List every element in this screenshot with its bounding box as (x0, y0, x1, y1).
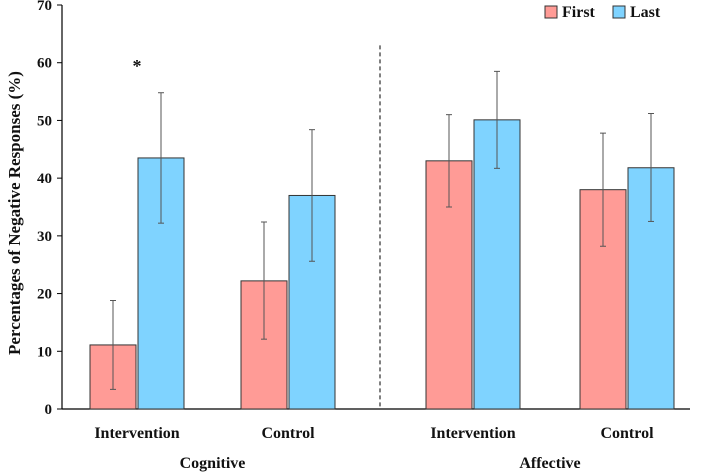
x-axis-labels: Intervention Control Intervention Control Co… (94, 425, 654, 472)
legend-label: Last (630, 4, 661, 21)
group-label: Affective (519, 455, 580, 472)
y-tick-label: 40 (37, 171, 52, 187)
y-tick-label: 70 (37, 0, 52, 14)
group-label: Cognitive (180, 455, 246, 472)
y-tick-label: 0 (45, 402, 53, 418)
y-axis-title: Percentages of Negative Responses (%) (5, 71, 24, 355)
bars (89, 119, 675, 410)
significance-marker: * (133, 56, 142, 76)
y-tick-label: 50 (37, 113, 52, 129)
error-bars: * (110, 56, 654, 390)
y-tick-label: 60 (37, 56, 52, 72)
y-tick-label: 20 (37, 287, 52, 303)
legend-swatch (612, 5, 626, 19)
legend-label: First (562, 4, 596, 21)
category-label: Intervention (430, 425, 515, 442)
legend-swatch (544, 5, 558, 19)
y-tick-label: 10 (37, 344, 52, 360)
y-tick-label: 30 (37, 229, 52, 245)
category-label: Control (600, 425, 654, 442)
category-label: Control (261, 425, 315, 442)
category-label: Intervention (94, 425, 179, 442)
legend: First Last (544, 4, 661, 21)
